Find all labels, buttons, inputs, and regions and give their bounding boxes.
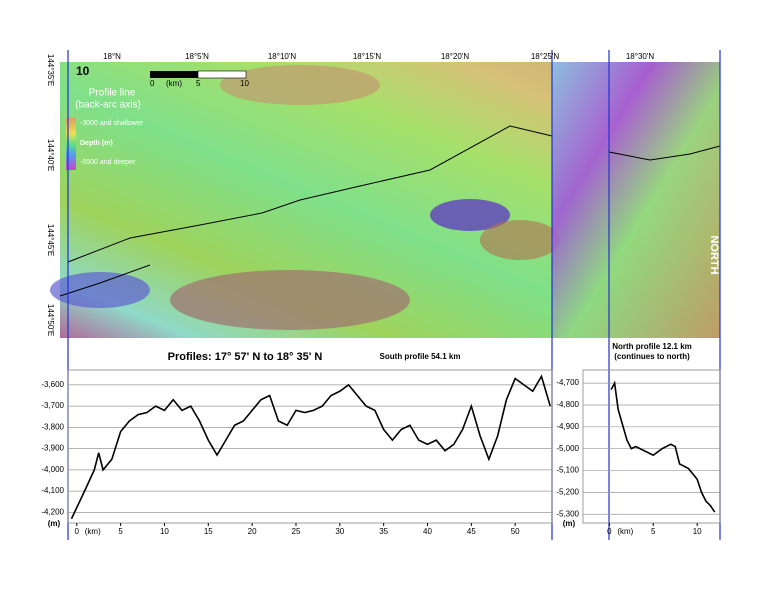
scale-unit: (km) [166, 79, 182, 88]
lon-label: 144°35'E [46, 54, 55, 86]
y-axis-label: (m) [48, 519, 61, 528]
x-tick-label: 30 [335, 527, 344, 536]
y-tick-label: -4,900 [556, 422, 579, 431]
map: 10 0 (km) 5 10 Profile line (back-arc ax… [50, 50, 721, 540]
y-tick-label: -3,800 [41, 422, 64, 431]
y-tick-label: -4,800 [556, 400, 579, 409]
legend-title: Profile line [89, 88, 136, 99]
profile-line [610, 380, 716, 513]
lat-label: 18°5'N [185, 52, 209, 61]
y-tick-label: -4,700 [556, 378, 579, 387]
profiles-header: Profiles: 17° 57' N to 18° 35' N [168, 351, 323, 363]
lon-label: 144°40'E [46, 139, 55, 171]
plot-frame [67, 369, 553, 524]
scale-label: 10 [240, 79, 249, 88]
x-axis-label: (km) [617, 527, 633, 536]
lat-label: 18°10'N [268, 52, 297, 61]
x-tick-label: 45 [467, 527, 476, 536]
lat-label: 18°N [103, 52, 121, 61]
x-tick-label: 15 [204, 527, 213, 536]
plot-frame [582, 369, 721, 524]
chart-title: North profile 12.1 km [612, 342, 692, 351]
x-tick-label: 0 [607, 527, 612, 536]
y-tick-label: -5,200 [556, 488, 579, 497]
x-tick-label: 25 [292, 527, 301, 536]
x-tick-label: 40 [423, 527, 432, 536]
x-tick-label: 20 [248, 527, 257, 536]
y-tick-label: -4,200 [41, 507, 64, 516]
legend-shallow: -3000 and shallower [80, 120, 144, 127]
panel-number: 10 [76, 64, 90, 78]
x-tick-label: 35 [379, 527, 388, 536]
legend-deep: -5500 and deeper [80, 159, 136, 166]
lat-label: 18°20'N [441, 52, 470, 61]
y-tick-label: -3,700 [41, 401, 64, 410]
y-tick-label: -3,600 [41, 380, 64, 389]
x-axis-label: (km) [85, 527, 101, 536]
lat-label: 18°15'N [353, 52, 382, 61]
x-tick-label: 10 [160, 527, 169, 536]
north-label: NORTH [708, 235, 720, 274]
x-tick-label: 0 [75, 527, 80, 536]
scale-label: 0 [150, 79, 155, 88]
profile-line [70, 374, 552, 520]
x-tick-label: 5 [651, 527, 656, 536]
chart-title: South profile 54.1 km [380, 352, 461, 361]
lon-label: 144°45'E [46, 224, 55, 256]
x-tick-label: 10 [693, 527, 702, 536]
lon-label: 144°50'E [46, 304, 55, 336]
y-tick-label: -5,100 [556, 466, 579, 475]
x-tick-label: 50 [511, 527, 520, 536]
y-tick-label: -5,300 [556, 509, 579, 518]
y-tick-label: -4,100 [41, 486, 64, 495]
y-axis-label: (m) [563, 519, 576, 528]
lat-label: 18°25'N [531, 52, 560, 61]
y-tick-label: -5,000 [556, 444, 579, 453]
y-tick-label: -3,900 [41, 444, 64, 453]
x-tick-label: 5 [118, 527, 123, 536]
lat-label: 18°30'N [626, 52, 655, 61]
scale-label: 5 [196, 79, 201, 88]
legend-subtitle: (back-arc axis) [75, 100, 141, 111]
legend-depth: Depth (m) [80, 140, 113, 147]
y-tick-label: -4,000 [41, 465, 64, 474]
chart-subtitle: (continues to north) [614, 352, 690, 361]
